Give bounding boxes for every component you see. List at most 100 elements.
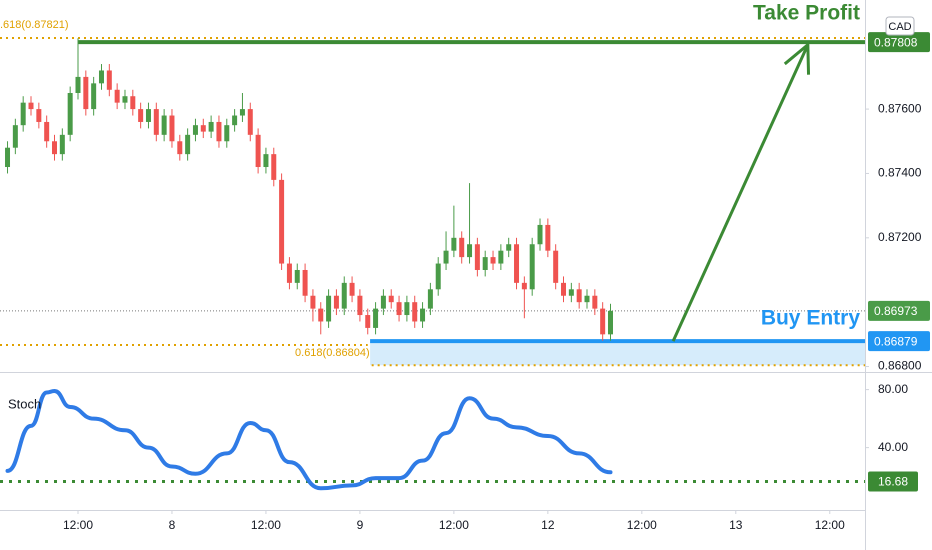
candle-body (545, 224, 551, 251)
candle-body (98, 70, 104, 84)
x-tick-label: 12 (541, 518, 555, 532)
candle-body (404, 302, 410, 316)
take-profit-price-box (868, 32, 930, 53)
candle-body (318, 308, 324, 322)
buy-entry-price-box (868, 331, 930, 352)
candle-body (130, 96, 136, 110)
current-price: 0.86973 (874, 304, 918, 318)
x-tick-label: 12:00 (63, 518, 93, 532)
candle-body (521, 282, 527, 290)
candle-body (36, 109, 42, 122)
candle-body (263, 154, 269, 168)
buy-entry-label: Buy Entry (761, 307, 861, 330)
candle-body (420, 308, 426, 322)
candle-body (12, 125, 18, 148)
candle-body (341, 282, 347, 309)
candle-body (396, 302, 402, 316)
current-price-box (868, 300, 930, 321)
candle-body (185, 134, 191, 155)
candle-body (584, 295, 590, 303)
candle-body (138, 109, 144, 122)
take-profit-label: Take Profit (753, 2, 860, 25)
candle-body (232, 115, 238, 126)
candle-body (208, 121, 214, 132)
x-tick-label: 13 (729, 518, 743, 532)
candle-body (122, 96, 128, 103)
candle-body (388, 295, 394, 303)
candle-body (529, 244, 535, 290)
candle-body (177, 141, 183, 155)
fib-label: .618(0.87821) (0, 19, 69, 31)
y-tick-label: 0.87200 (878, 230, 922, 244)
y-tick-label: 0.86800 (878, 359, 922, 373)
candle-body (200, 125, 206, 132)
candle-body (427, 289, 433, 309)
candle-body (498, 250, 504, 264)
x-tick-label: 12:00 (815, 518, 845, 532)
candle-body (279, 179, 285, 264)
candle-body (294, 269, 300, 283)
candle-body (44, 121, 50, 142)
currency-box (885, 16, 915, 36)
candle-body (224, 125, 230, 142)
candle-body (326, 295, 332, 322)
candle-body (451, 237, 457, 251)
candle-body (169, 115, 175, 142)
candle-body (349, 282, 355, 296)
x-tick-label: 9 (357, 518, 364, 532)
candle-body (568, 289, 574, 296)
candle-body (506, 244, 512, 251)
candle-body (592, 295, 598, 309)
candle-body (153, 109, 159, 135)
candle-body (247, 109, 253, 135)
buy-entry-zone (370, 341, 865, 366)
candle-body (365, 315, 371, 328)
candle-body (600, 308, 606, 335)
x-tick-label: 8 (169, 518, 176, 532)
candle-body (5, 147, 11, 168)
candle-body (192, 125, 198, 135)
candle-body (467, 244, 473, 258)
stoch-name: Stoch (8, 396, 41, 411)
candle-body (373, 308, 379, 328)
candle-body (67, 93, 73, 135)
candle-body (239, 109, 245, 116)
candle-body (20, 102, 26, 126)
candle-body (161, 115, 167, 135)
candle-body (514, 244, 520, 283)
candle-body (286, 263, 292, 283)
fib-label: 0.618(0.86804) (295, 347, 370, 359)
candle-body (459, 237, 465, 258)
candle-body (474, 244, 480, 270)
candle-body (537, 224, 543, 245)
candle-body (553, 250, 559, 283)
candle-body (271, 154, 277, 180)
candle-body (607, 310, 613, 335)
candle-body (145, 109, 151, 122)
candle-body (490, 257, 496, 264)
y-tick-label: 0.87400 (878, 166, 922, 180)
candle-body (216, 121, 222, 142)
arrow-head (783, 41, 811, 75)
candle-body (302, 269, 308, 296)
candle-body (482, 257, 488, 270)
candle-body (59, 134, 65, 155)
candle-body (114, 89, 120, 103)
stoch-level-label: 16.68 (878, 475, 908, 489)
candle-body (255, 134, 261, 168)
candle-body (91, 83, 97, 110)
candle-body (310, 295, 316, 309)
y-tick-label: 0.87600 (878, 101, 922, 115)
candle-body (83, 76, 89, 110)
x-tick-label: 12:00 (627, 518, 657, 532)
x-tick-label: 12:00 (251, 518, 281, 532)
stoch-y-tick-label: 80.00 (878, 382, 908, 396)
candle-body (380, 295, 386, 309)
candle-body (357, 295, 363, 316)
take-profit-price: 0.87808 (874, 35, 918, 49)
candle-body (443, 250, 449, 264)
stoch-y-tick-label: 40.00 (878, 440, 908, 454)
candle-body (435, 263, 441, 290)
